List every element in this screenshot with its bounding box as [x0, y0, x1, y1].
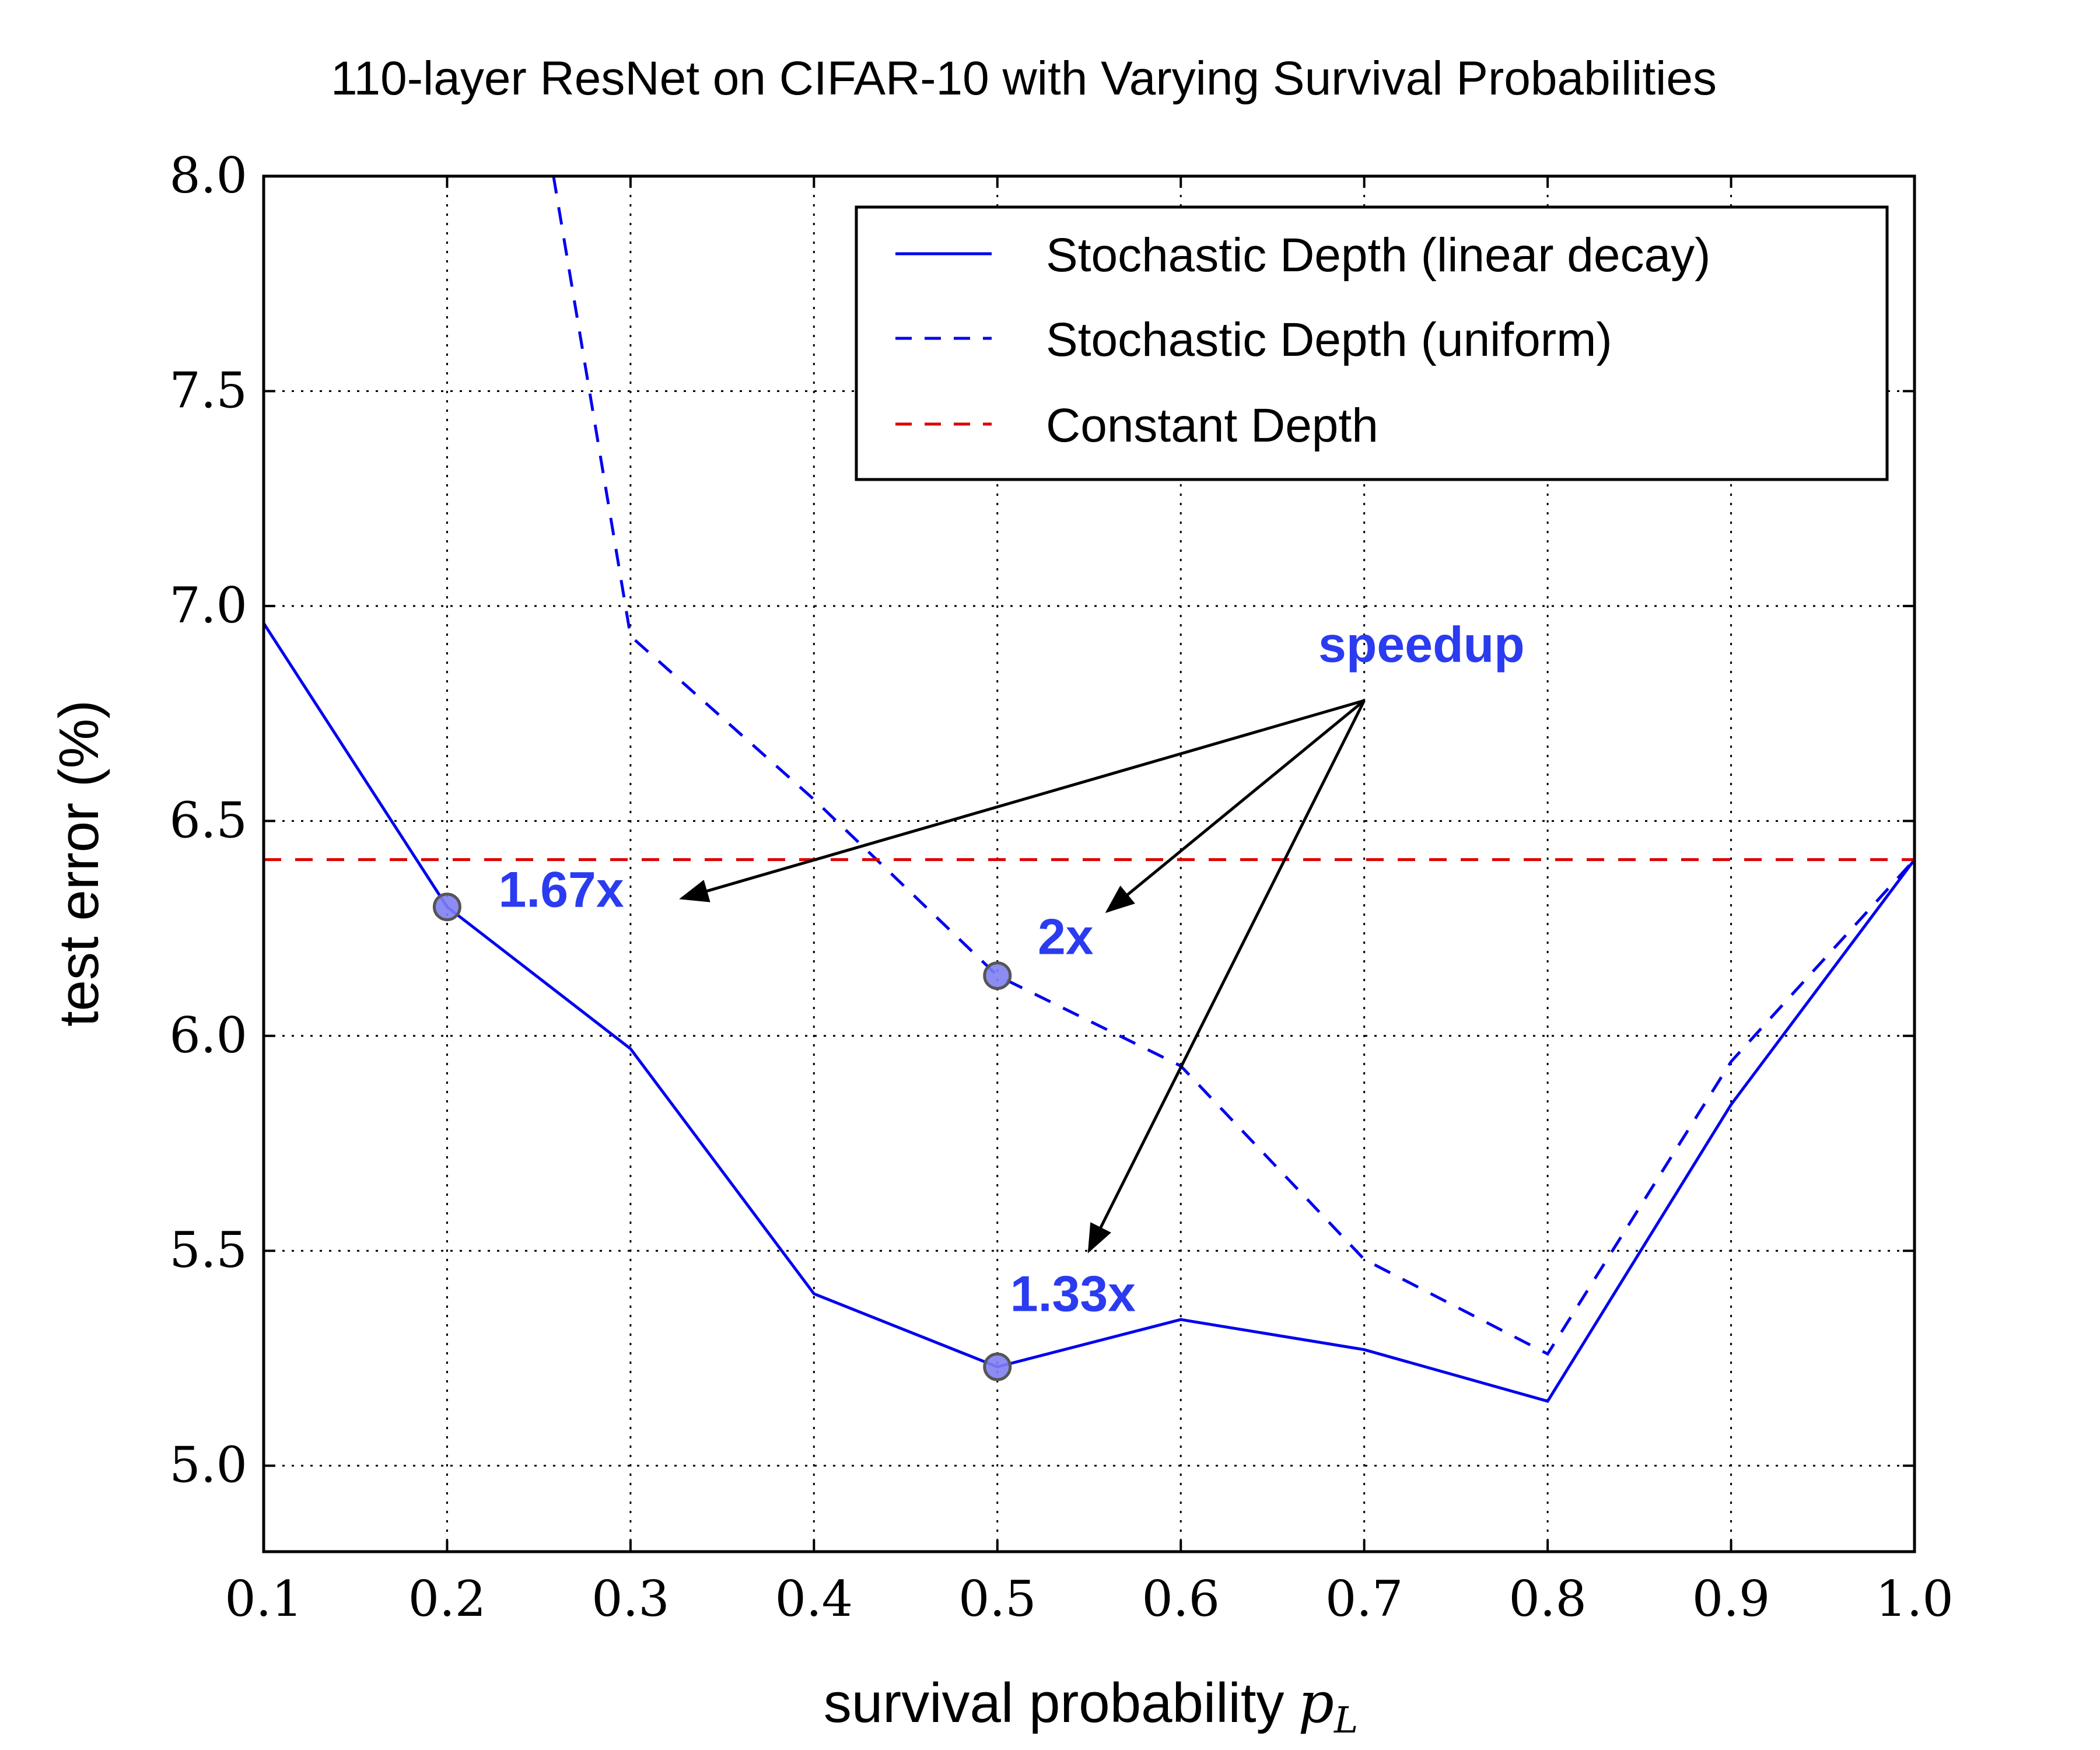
annotation-label: 1.33x — [1010, 1266, 1136, 1322]
annotation-arrow — [679, 699, 1365, 902]
x-tick-label: 0.1 — [225, 1570, 303, 1628]
x-axis-label-sub: L — [1334, 1699, 1358, 1741]
y-tick-label: 8.0 — [169, 147, 247, 204]
y-tick-label: 6.0 — [169, 1007, 247, 1064]
x-axis-label-text: survival probability — [824, 1672, 1284, 1734]
data-point-marker — [432, 892, 461, 922]
y-tick-label: 7.0 — [169, 577, 247, 634]
x-ticks: 0.1 0.2 0.3 0.4 0.5 0.6 0.7 0.8 0.9 1.0 — [225, 176, 1954, 1628]
annotations-layer: 1.67x 2x 1.33x speedup — [498, 617, 1524, 1322]
x-axis-label: survival probability pL — [824, 1670, 1358, 1741]
y-tick-label: 5.0 — [169, 1437, 247, 1494]
chart-title: 110-layer ResNet on CIFAR-10 with Varyin… — [331, 52, 1717, 105]
x-tick-label: 0.7 — [1325, 1570, 1404, 1628]
annotation-arrow — [1105, 699, 1366, 914]
legend-box — [855, 205, 1889, 481]
x-tick-label: 0.4 — [775, 1570, 853, 1628]
legend-label-constant: Constant Depth — [1046, 399, 1378, 452]
series-line-linear-decay — [262, 622, 1916, 1404]
plot-frame — [262, 174, 1916, 1553]
x-tick-label: 0.9 — [1692, 1570, 1770, 1628]
x-tick-label: 0.8 — [1508, 1570, 1587, 1628]
arrows-layer — [679, 699, 1366, 1254]
annotation-arrow — [1087, 699, 1366, 1254]
y-tick-label: 7.5 — [169, 362, 247, 419]
data-point-marker — [983, 1352, 1012, 1381]
x-tick-label: 0.5 — [958, 1570, 1037, 1628]
x-tick-label: 0.2 — [408, 1570, 487, 1628]
x-tick-label: 0.6 — [1142, 1570, 1220, 1628]
annotation-label: 2x — [1038, 909, 1094, 965]
x-axis-label-math: p — [1298, 1670, 1334, 1735]
y-tick-label: 5.5 — [169, 1222, 247, 1279]
data-point-marker — [983, 961, 1012, 991]
x-tick-label: 1.0 — [1875, 1570, 1954, 1628]
legend-label-uniform: Stochastic Depth (uniform) — [1046, 313, 1612, 366]
legend: Stochastic Depth (linear decay) Stochast… — [855, 205, 1889, 481]
y-tick-label: 6.5 — [169, 792, 247, 849]
legend-label-linear: Stochastic Depth (linear decay) — [1046, 229, 1710, 282]
x-tick-label: 0.3 — [592, 1570, 670, 1628]
y-axis-label: test error (%) — [48, 700, 110, 1027]
markers-layer — [432, 892, 1012, 1381]
annotation-label: 1.67x — [498, 862, 624, 918]
annotation-label: speedup — [1318, 617, 1525, 673]
y-ticks: 5.0 5.5 6.0 6.5 7.0 7.5 8.0 — [169, 147, 1915, 1494]
